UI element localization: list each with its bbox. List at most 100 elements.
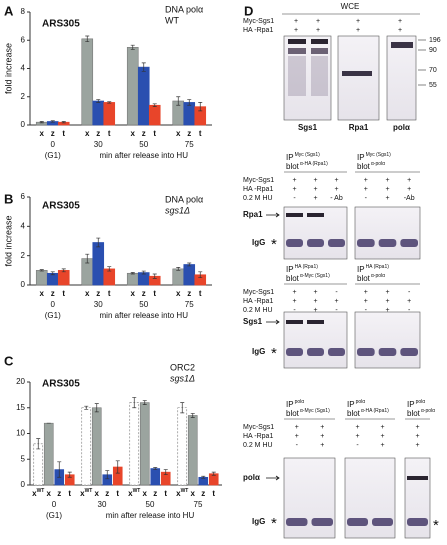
- error-bar: [85, 35, 90, 43]
- ip-sup: HA (Rpa1): [366, 264, 390, 270]
- header-ip: IPpolα: [286, 399, 304, 409]
- ip: IP: [357, 153, 365, 162]
- sign: +: [385, 289, 389, 296]
- sign: +: [364, 298, 368, 305]
- y-tick-label: 20: [16, 377, 25, 386]
- sign: +: [292, 177, 296, 184]
- ip-sup: polα: [416, 399, 426, 405]
- series-label: x: [95, 489, 100, 498]
- annotation: DNA polα: [165, 4, 203, 14]
- error-bar: [198, 102, 203, 112]
- row-label: Myc-Sgs1: [243, 177, 274, 184]
- series-name: t: [108, 289, 111, 298]
- series-label: x: [176, 129, 181, 138]
- series-label: x: [40, 129, 45, 138]
- series-label: xWT: [32, 488, 44, 498]
- sign: +: [398, 27, 402, 34]
- band: [407, 518, 428, 526]
- y-tick-label: 0: [21, 480, 26, 489]
- sign: +: [407, 298, 411, 305]
- smear: [288, 56, 306, 96]
- series-name: t: [199, 129, 202, 138]
- header-ip: IPpolα: [407, 399, 425, 409]
- y-tick-label: 5: [21, 454, 26, 463]
- category-note: (G1): [45, 311, 61, 320]
- series-label: x: [85, 289, 90, 298]
- series-name: z: [51, 129, 55, 138]
- series-name: x: [131, 129, 136, 138]
- series-name: t: [164, 489, 167, 498]
- sign: +: [294, 18, 298, 25]
- series-name: t: [68, 489, 71, 498]
- band-label: Rpa1: [243, 210, 263, 219]
- sign: +: [385, 186, 389, 193]
- x-tick-label: 30: [94, 140, 103, 149]
- error-bar: [85, 253, 90, 264]
- bar: [139, 402, 150, 486]
- band: [311, 518, 333, 526]
- sign: +: [385, 177, 389, 184]
- error-bar: [107, 266, 112, 272]
- error-bar: [107, 101, 112, 104]
- series-name: t: [153, 129, 156, 138]
- blot-sup: α-polα: [371, 161, 385, 167]
- series-label: t: [108, 129, 111, 138]
- annotation: sgs1Δ: [170, 373, 195, 383]
- asterisk: *: [271, 515, 277, 532]
- sign: +: [398, 18, 402, 25]
- blot-sup: α-HA (Rpa1): [361, 408, 389, 414]
- marker-label: 55: [429, 82, 437, 89]
- x-tick-label: 75: [185, 300, 194, 309]
- category-note: (G1): [45, 151, 61, 160]
- header-blot: blotα-Myc (Sgs1): [286, 408, 330, 418]
- series-label: z: [57, 489, 61, 498]
- error-bar: [201, 475, 206, 479]
- panel-label: A: [4, 3, 14, 18]
- series-label: z: [187, 289, 191, 298]
- sign: +: [415, 433, 419, 440]
- error-bar: [187, 262, 192, 267]
- band-label: IgG: [252, 347, 265, 356]
- row-label: HA -Rpa1: [243, 27, 273, 34]
- asterisk: *: [271, 236, 277, 253]
- series-name: x: [176, 289, 181, 298]
- ip-sup: polα: [356, 399, 366, 405]
- band: [342, 71, 372, 76]
- asterisk: *: [433, 517, 439, 534]
- bar: [150, 468, 161, 486]
- blot-name: Sgs1: [298, 123, 318, 132]
- header-blot: blotα-polα: [407, 408, 435, 418]
- bar: [33, 443, 44, 486]
- wce-title: WCE: [341, 2, 360, 11]
- chart-title: ARS305: [42, 201, 80, 212]
- annotation: sgs1Δ: [165, 205, 190, 215]
- band: [286, 213, 303, 217]
- row-label: Myc-Sgs1: [243, 18, 274, 25]
- series-label: z: [96, 129, 100, 138]
- x-tick-label: 0: [52, 500, 57, 509]
- error-bar: [50, 120, 55, 123]
- series-name: t: [62, 129, 65, 138]
- ip: IP: [286, 400, 294, 409]
- x-tick-label: 0: [51, 140, 56, 149]
- series-label: z: [187, 129, 191, 138]
- series-name: x: [131, 289, 136, 298]
- sign: +: [295, 424, 299, 431]
- band-label: IgG: [252, 238, 265, 247]
- sign: +: [292, 186, 296, 193]
- error-bar: [94, 403, 99, 413]
- ip: IP: [407, 400, 415, 409]
- header-ip: IPHA (Rpa1): [357, 264, 389, 274]
- band-arrow: [266, 475, 280, 481]
- band: [400, 348, 418, 356]
- sign: +: [364, 177, 368, 184]
- header-ip: IPpolα: [347, 399, 365, 409]
- band: [286, 320, 303, 324]
- series-name: z: [51, 289, 55, 298]
- blot-name: Rpa1: [349, 123, 369, 132]
- blot-sup: α-Myc (Sgs1): [300, 408, 330, 414]
- series-label: x: [85, 129, 90, 138]
- y-axis-label: fold increase: [3, 43, 13, 94]
- series-label: t: [62, 289, 65, 298]
- x-axis-label: min after release into HU: [106, 511, 195, 520]
